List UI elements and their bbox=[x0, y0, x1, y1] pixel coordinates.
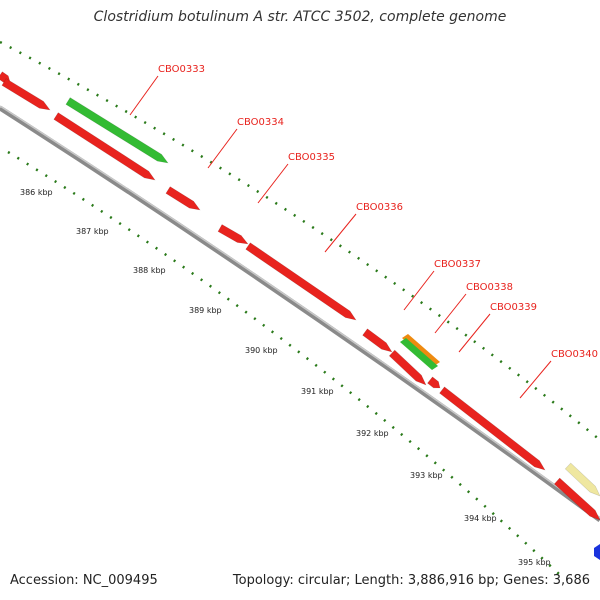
map-title: Clostridium botulinum A str. ATCC 3502, … bbox=[93, 9, 507, 25]
gene-arrow bbox=[564, 462, 600, 497]
gene-leader-line bbox=[207, 128, 238, 169]
gene-label-cbo0335[interactable]: CBO0335 bbox=[288, 152, 335, 163]
gene-arrow-cbo0333 bbox=[65, 97, 169, 164]
gene-arrow-cbo0338 bbox=[400, 338, 438, 370]
gene-arrow bbox=[427, 376, 441, 389]
gene-leader-line bbox=[324, 213, 357, 253]
genome-backbone bbox=[0, 105, 600, 523]
kbp-tick-label: 388 kbp bbox=[133, 266, 166, 275]
gene-label-cbo0337[interactable]: CBO0337 bbox=[434, 259, 481, 270]
gene-arrow-cbo0337 bbox=[402, 334, 440, 366]
gene-label-cbo0339[interactable]: CBO0339 bbox=[490, 302, 537, 313]
kbp-tick-label: 390 kbp bbox=[245, 346, 278, 355]
gene-arrow-cbo0335 bbox=[165, 186, 201, 211]
kbp-tick-label: 394 kbp bbox=[464, 514, 497, 523]
gene-arrow bbox=[1, 78, 51, 111]
gene-arrow-cbo0336 bbox=[245, 242, 357, 321]
gene-arrow bbox=[553, 477, 600, 521]
gene-leader-line bbox=[129, 75, 159, 116]
gene-arrow bbox=[217, 224, 249, 245]
kbp-tick-label: 391 kbp bbox=[301, 387, 334, 396]
gene-label-cbo0334[interactable]: CBO0334 bbox=[237, 117, 284, 128]
gene-leader-line bbox=[403, 270, 435, 311]
gene-arrow-cbo0334 bbox=[53, 112, 156, 181]
gene-leader-line bbox=[458, 313, 491, 353]
kbp-tick-line bbox=[7, 150, 561, 576]
gene-leader-line bbox=[257, 163, 289, 204]
kbp-tick-label: 387 kbp bbox=[76, 227, 109, 236]
gene-arrow bbox=[594, 544, 600, 560]
gene-label-cbo0340[interactable]: CBO0340 bbox=[551, 349, 598, 360]
gene-leader-line bbox=[434, 293, 467, 334]
kbp-tick-label: 389 kbp bbox=[189, 306, 222, 315]
kbp-tick-label: 395 kbp bbox=[518, 558, 551, 567]
gene-label-cbo0333[interactable]: CBO0333 bbox=[158, 64, 205, 75]
topology-summary: Topology: circular; Length: 3,886,916 bp… bbox=[232, 573, 590, 588]
gene-label-cbo0338[interactable]: CBO0338 bbox=[466, 282, 513, 293]
kbp-tick-label: 386 kbp bbox=[20, 188, 53, 197]
kbp-tick-label: 392 kbp bbox=[356, 429, 389, 438]
gene-leader-line bbox=[519, 360, 552, 399]
outer-dotted-line bbox=[0, 40, 600, 441]
gene-arrow bbox=[388, 349, 427, 386]
gene-arrow bbox=[362, 328, 393, 353]
gene-arrow-cbo0340 bbox=[439, 386, 546, 471]
gene-label-cbo0336[interactable]: CBO0336 bbox=[356, 202, 403, 213]
kbp-tick-label: 393 kbp bbox=[410, 471, 443, 480]
accession-label: Accession: NC_009495 bbox=[10, 573, 158, 588]
genome-backbone-highlight bbox=[0, 105, 600, 519]
